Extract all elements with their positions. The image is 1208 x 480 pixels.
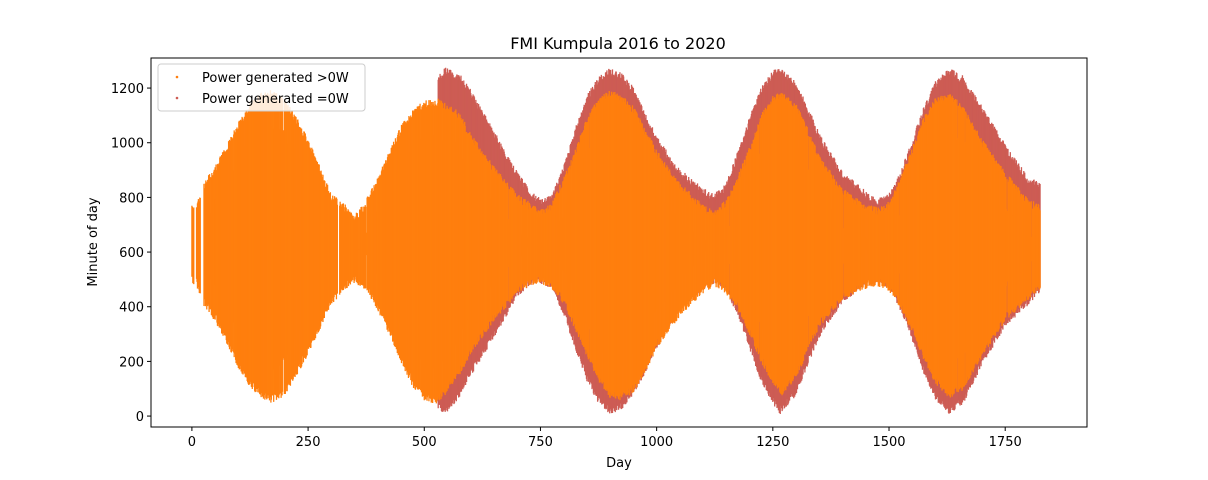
y-tick-label: 1200 (111, 82, 144, 97)
axes-frame (150, 57, 1088, 428)
legend-marker-0 (175, 75, 179, 79)
series-0-points (191, 90, 1041, 404)
x-tick-label: 500 (412, 435, 437, 450)
y-tick-label: 400 (119, 301, 144, 316)
y-tick-label: 1000 (111, 137, 144, 152)
x-tick-label: 0 (188, 435, 196, 450)
plot-area (191, 67, 1041, 414)
x-tick-label: 1750 (989, 435, 1022, 450)
y-tick-label: 800 (119, 191, 144, 206)
x-axis-label: Day (606, 456, 632, 471)
chart-title: FMI Kumpula 2016 to 2020 (510, 34, 726, 53)
x-tick-label: 1500 (872, 435, 905, 450)
legend-label-1: Power generated =0W (202, 92, 349, 107)
legend-box (157, 63, 366, 112)
x-tick-label: 250 (296, 435, 321, 450)
x-tick-label: 750 (528, 435, 553, 450)
y-axis-label: Minute of day (86, 197, 101, 286)
y-axis: 0 200 400 600 800 1000 1200 (111, 82, 151, 425)
y-tick-label: 600 (119, 246, 144, 261)
y-tick-label: 0 (136, 410, 144, 425)
x-tick-label: 1250 (756, 435, 789, 450)
legend: Power generated >0W Power generated =0W (157, 63, 366, 112)
legend-marker-1 (175, 96, 179, 100)
x-axis: 0 250 500 750 1000 1250 1500 1750 (188, 427, 1022, 450)
x-tick-label: 1000 (640, 435, 673, 450)
y-tick-label: 200 (119, 355, 144, 370)
legend-label-0: Power generated >0W (202, 71, 349, 86)
